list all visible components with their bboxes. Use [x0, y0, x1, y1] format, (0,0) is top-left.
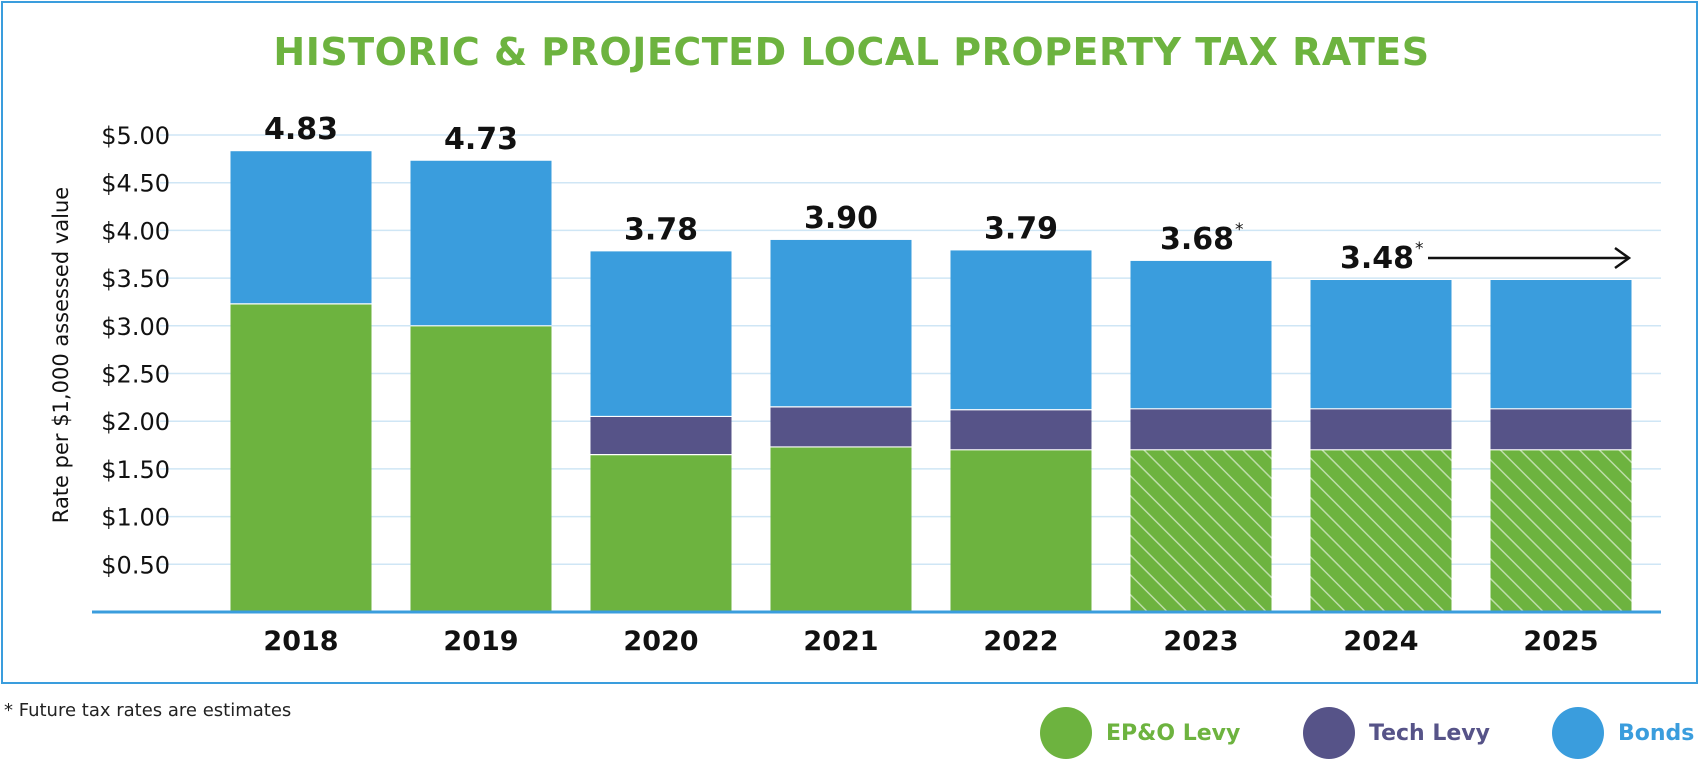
bar-ep-o-levy-2021 — [770, 446, 912, 612]
legend-label: EP&O Levy — [1106, 720, 1241, 746]
legend-label: Bonds — [1618, 720, 1695, 746]
annotations — [1428, 246, 1632, 270]
y-tick-label: $5.00 — [101, 122, 170, 150]
estimate-asterisk: * — [1415, 239, 1424, 259]
y-tick-label: $4.00 — [101, 217, 170, 245]
bar-tech-levy-2021 — [770, 406, 912, 447]
bar-ep-o-levy-2025 — [1490, 449, 1632, 612]
total-label-2021: 3.90 — [804, 201, 878, 236]
legend-swatch — [1040, 707, 1092, 759]
y-tick-label: $1.50 — [101, 456, 170, 484]
bar-ep-o-levy-2024 — [1310, 449, 1452, 612]
total-label-2018: 4.83 — [264, 112, 338, 147]
x-tick-label: 2021 — [803, 626, 878, 657]
estimate-asterisk: * — [1235, 220, 1244, 240]
y-tick-label: $3.00 — [101, 313, 170, 341]
bar-tech-levy-2020 — [590, 416, 732, 455]
x-tick-label: 2019 — [443, 626, 518, 657]
x-tick-label: 2024 — [1343, 626, 1418, 657]
x-axis-labels: 2018 2019 2020 2021 2022 2023 2024 2025 — [263, 626, 1598, 657]
bar-tech-levy-2025 — [1490, 408, 1632, 450]
legend-item-tech-levy: Tech Levy — [1303, 707, 1490, 759]
y-tick-label: $0.50 — [101, 551, 170, 579]
total-label-2023: 3.68 — [1160, 222, 1234, 257]
bar-ep-o-levy-2018 — [230, 303, 372, 612]
bar-bonds-2019 — [410, 160, 552, 326]
bar-ep-o-levy-2023 — [1130, 449, 1272, 612]
y-tick-label: $2.50 — [101, 361, 170, 389]
bar-tech-levy-2022 — [950, 409, 1092, 450]
bar-ep-o-levy-2020 — [590, 454, 732, 612]
bars — [230, 151, 1632, 612]
y-axis-ticks: $0.50 $1.00 $1.50 $2.00 $2.50 $3.00 $3.50 $4.00… — [101, 122, 170, 579]
legend-item-bonds: Bonds — [1552, 707, 1694, 759]
bar-ep-o-levy-2022 — [950, 449, 1092, 612]
total-label-2019: 4.73 — [444, 122, 518, 157]
y-axis-label: Rate per $1,000 assessed value — [49, 187, 73, 523]
bar-tech-levy-2023 — [1130, 408, 1272, 450]
legend: EP&O Levy Tech Levy Bonds — [0, 707, 1703, 763]
total-label-2022: 3.79 — [984, 211, 1058, 246]
x-tick-label: 2025 — [1523, 626, 1598, 657]
total-labels: 4.83 4.733.78 3.90 3.79 3.68 *3.48 * — [264, 112, 1424, 276]
y-tick-label: $3.50 — [101, 265, 170, 293]
bar-bonds-2023 — [1130, 260, 1272, 409]
legend-swatch — [1552, 707, 1604, 759]
chart-svg: $0.50 $1.00 $1.50 $2.00 $2.50 $3.00 $3.50 $4.00… — [49, 112, 1661, 657]
bar-bonds-2021 — [770, 239, 912, 407]
legend-swatch — [1303, 707, 1355, 759]
legend-item-ep-o-levy: EP&O Levy — [1040, 707, 1240, 759]
y-tick-label: $4.50 — [101, 170, 170, 198]
x-tick-label: 2018 — [263, 626, 338, 657]
bar-bonds-2022 — [950, 250, 1092, 410]
bar-tech-levy-2024 — [1310, 408, 1452, 450]
y-tick-label: $2.00 — [101, 408, 170, 436]
bar-bonds-2025 — [1490, 280, 1632, 409]
y-tick-label: $1.00 — [101, 504, 170, 532]
bar-bonds-2018 — [230, 151, 372, 304]
bar-ep-o-levy-2019 — [410, 325, 552, 612]
x-tick-label: 2020 — [623, 626, 698, 657]
bar-bonds-2024 — [1310, 280, 1452, 409]
chart-title: HISTORIC & PROJECTED LOCAL PROPERTY TAX … — [273, 30, 1430, 74]
footnote: * Future tax rates are estimates — [4, 700, 292, 721]
chart-frame — [1, 1, 1698, 684]
projection-arrow-head — [1614, 246, 1632, 270]
total-label-2020: 3.78 — [624, 212, 698, 247]
bar-bonds-2020 — [590, 251, 732, 417]
total-label-2024: 3.48 — [1340, 241, 1414, 276]
legend-label: Tech Levy — [1369, 720, 1490, 746]
x-tick-label: 2022 — [983, 626, 1058, 657]
x-tick-label: 2023 — [1163, 626, 1238, 657]
